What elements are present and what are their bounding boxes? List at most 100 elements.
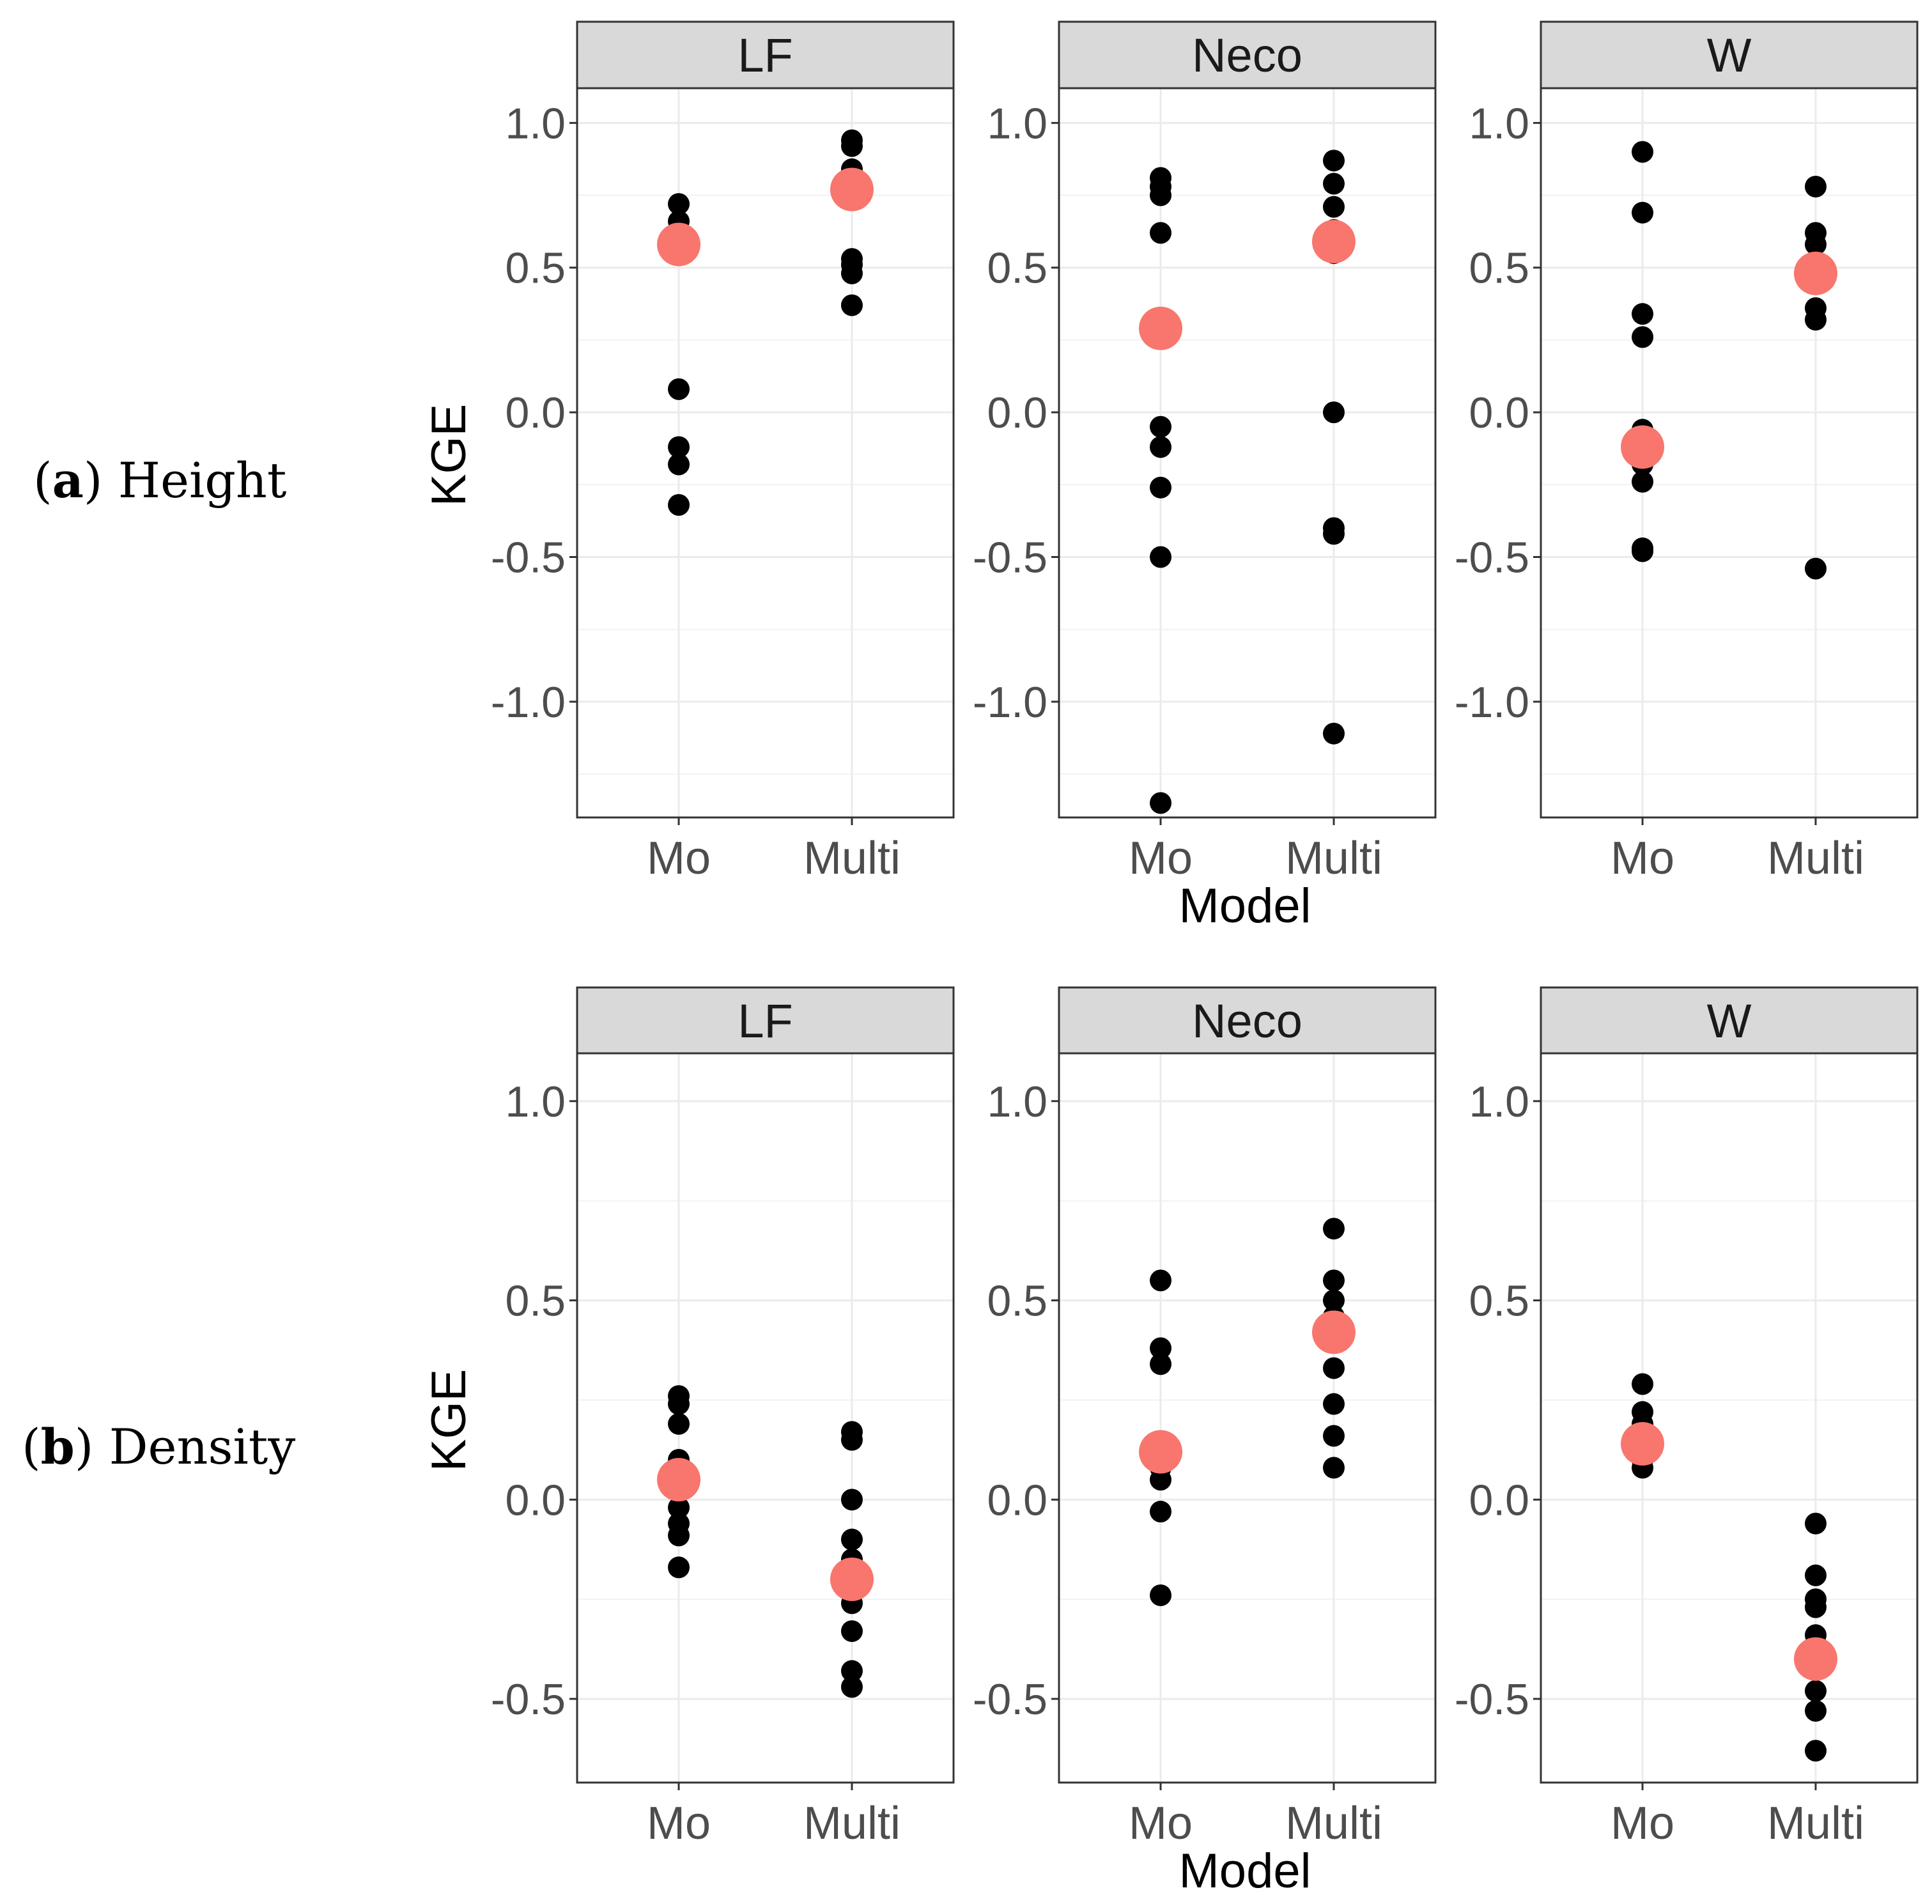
data-point xyxy=(1804,1596,1827,1618)
data-point xyxy=(1322,150,1345,172)
y-tick-label: 0.5 xyxy=(987,244,1047,293)
panel-background xyxy=(1059,88,1435,817)
y-tick-label: 0.0 xyxy=(987,389,1047,437)
data-point xyxy=(1150,1353,1172,1375)
facet-strip-label: Neco xyxy=(1192,29,1302,82)
y-tick-label: 0.0 xyxy=(987,1476,1047,1524)
facet-strip xyxy=(1540,986,1919,1055)
data-point xyxy=(668,1413,690,1435)
data-point xyxy=(1322,1218,1345,1240)
mean-point xyxy=(1311,1310,1356,1354)
data-point xyxy=(668,1393,690,1415)
facet-strip-label: LF xyxy=(738,29,792,82)
y-tick-label: 0.0 xyxy=(1469,1476,1529,1524)
mean-point xyxy=(657,222,701,267)
mean-point xyxy=(1139,306,1183,350)
y-tick-label: 1.0 xyxy=(505,1078,566,1126)
mean-point xyxy=(830,1558,874,1602)
data-point xyxy=(668,193,690,215)
data-point xyxy=(1150,1584,1172,1606)
data-point xyxy=(1322,401,1345,424)
row-label-b: (b) Density xyxy=(22,1418,295,1475)
y-tick-label: -0.5 xyxy=(1455,1675,1529,1724)
data-point xyxy=(840,294,863,316)
data-point xyxy=(1322,722,1345,745)
data-point xyxy=(1150,222,1172,244)
data-point xyxy=(1150,415,1172,438)
data-point xyxy=(840,1676,863,1698)
y-tick-label: -1.0 xyxy=(491,678,566,727)
y-tick-label: 1.0 xyxy=(505,99,566,148)
y-tick-label: 1.0 xyxy=(1469,99,1529,148)
x-tick-label: Mo xyxy=(647,1798,711,1849)
x-tick-label: Multi xyxy=(1285,1798,1382,1849)
y-tick-label: 0.5 xyxy=(1469,1277,1529,1326)
panel-background xyxy=(577,1053,954,1783)
y-tick-label: 1.0 xyxy=(987,99,1047,148)
panel-background xyxy=(1059,1053,1435,1783)
panel-background xyxy=(577,88,954,817)
facet-1-1: 1.0 0.5 0.0 -0.5 Neco Mo Multi xyxy=(973,986,1437,1849)
data-point xyxy=(1150,1501,1172,1523)
data-point xyxy=(1322,1425,1345,1447)
y-tick-label: 1.0 xyxy=(1469,1078,1529,1126)
x-axis-title-top: Model xyxy=(1179,879,1311,933)
facet-strip-label: LF xyxy=(738,995,792,1048)
x-tick-label: Multi xyxy=(803,833,900,884)
data-point xyxy=(1150,546,1172,568)
x-tick-label: Multi xyxy=(803,1798,900,1849)
facet-0-2: 1.0 0.5 0.0 -0.5 -1.0 W Mo Multi xyxy=(1455,20,1919,884)
mean-point xyxy=(830,167,874,212)
data-point xyxy=(668,1524,690,1547)
data-point xyxy=(1804,1564,1827,1586)
y-tick-label: -0.5 xyxy=(1455,534,1529,582)
data-point xyxy=(1322,1269,1345,1292)
mean-point xyxy=(1311,219,1356,263)
facet-1-0: 1.0 0.5 0.0 -0.5 LF Mo Multi xyxy=(491,986,955,1849)
data-point xyxy=(1632,303,1654,325)
data-point xyxy=(668,494,690,516)
data-point xyxy=(1804,1699,1827,1722)
data-point xyxy=(1804,175,1827,197)
data-point xyxy=(668,436,690,458)
x-axis-title-bottom: Model xyxy=(1179,1844,1311,1898)
data-point xyxy=(1804,557,1827,580)
x-tick-label: Mo xyxy=(1129,1798,1193,1849)
facet-strip-label: W xyxy=(1707,995,1752,1048)
mean-point xyxy=(1793,251,1837,295)
y-tick-label: -1.0 xyxy=(1455,678,1529,727)
x-tick-label: Mo xyxy=(1611,1798,1674,1849)
y-tick-label: -0.5 xyxy=(491,1675,566,1724)
panel-background xyxy=(1541,1053,1917,1783)
mean-point xyxy=(1793,1637,1837,1681)
data-point xyxy=(1804,1512,1827,1535)
y-tick-label: 0.5 xyxy=(505,1277,566,1326)
data-point xyxy=(1322,1393,1345,1415)
data-point xyxy=(1322,196,1345,218)
facet-0-0: 1.0 0.5 0.0 -0.5 -1.0 LF Mo Multi xyxy=(491,20,955,884)
facet-strip xyxy=(576,20,955,89)
row-label-b-letter: b xyxy=(41,1418,75,1475)
data-point xyxy=(1632,201,1654,224)
data-point xyxy=(1150,1469,1172,1491)
data-point xyxy=(1632,1373,1654,1395)
data-point xyxy=(1632,326,1654,348)
data-point xyxy=(1150,184,1172,206)
data-point xyxy=(1322,523,1345,545)
data-point xyxy=(840,1428,863,1451)
data-point xyxy=(668,378,690,400)
x-tick-label: Mo xyxy=(1129,833,1193,884)
mean-point xyxy=(1621,425,1665,469)
facet-strip xyxy=(1058,986,1437,1055)
panel-background xyxy=(1541,88,1917,817)
y-tick-label: 0.5 xyxy=(987,1277,1047,1326)
data-point xyxy=(1632,141,1654,163)
x-tick-label: Multi xyxy=(1285,833,1382,884)
data-point xyxy=(1632,470,1654,493)
mean-point xyxy=(657,1458,701,1502)
x-tick-label: Multi xyxy=(1767,833,1864,884)
y-tick-label: 0.5 xyxy=(1469,244,1529,293)
y-tick-label: 0.0 xyxy=(505,389,566,437)
facet-strip xyxy=(1540,20,1919,89)
data-point xyxy=(840,1620,863,1643)
